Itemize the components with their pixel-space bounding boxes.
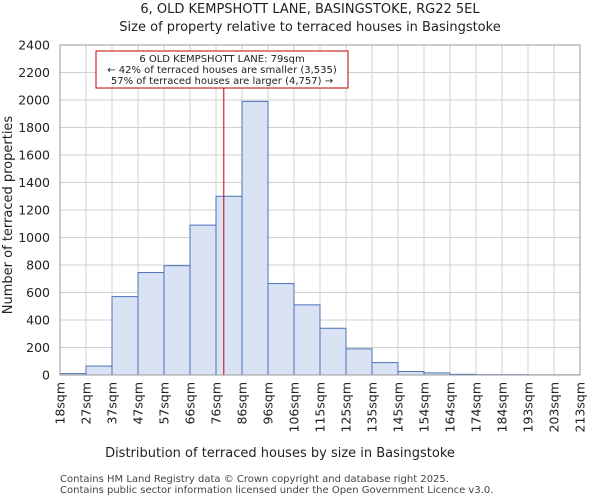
y-tick-label: 2000: [18, 93, 50, 108]
x-tick-label: 76sqm: [209, 382, 224, 425]
x-tick-label: 18sqm: [53, 382, 68, 425]
bars: [59, 100, 581, 376]
y-tick-label: 2200: [18, 65, 50, 80]
x-tick-label: 174sqm: [469, 382, 484, 432]
y-tick-label: 200: [26, 340, 50, 355]
chart-subtitle: Size of property relative to terraced ho…: [119, 20, 500, 35]
y-tick-label: 1600: [18, 148, 50, 163]
annotation-line-1: 6 OLD KEMPSHOTT LANE: 79sqm: [139, 54, 304, 65]
bar: [85, 365, 113, 376]
x-tick-label: 115sqm: [313, 382, 328, 432]
x-tick-label: 106sqm: [287, 382, 302, 432]
bar: [371, 362, 399, 376]
x-tick-label: 37sqm: [105, 382, 120, 425]
x-tick-label: 164sqm: [443, 382, 458, 432]
x-tick-label: 47sqm: [131, 382, 146, 425]
plot-frame: [59, 44, 581, 376]
x-tick-label: 57sqm: [157, 382, 172, 425]
x-tick-label: 213sqm: [573, 382, 588, 432]
y-tick-label: 1000: [18, 230, 50, 245]
y-tick-label: 2400: [18, 38, 50, 53]
annotation-border: [95, 50, 349, 89]
annotation-line-3: 57% of terraced houses are larger (4,757…: [111, 76, 333, 87]
bar: [189, 224, 217, 376]
annotation-box: 6 OLD KEMPSHOTT LANE: 79sqm ← 42% of ter…: [95, 50, 349, 89]
y-tick-label: 600: [26, 285, 50, 300]
x-tick-label: 184sqm: [495, 382, 510, 432]
bar: [345, 348, 373, 376]
x-tick-label: 66sqm: [183, 382, 198, 425]
x-tick-labels: 18sqm 27sqm 37sqm 47sqm 57sqm 66sqm 76sqm 86sqm…: [53, 382, 588, 432]
bar: [137, 272, 165, 376]
footer-line-2: Contains public sector information licen…: [60, 485, 494, 496]
x-axis-label: Distribution of terraced houses by size …: [105, 446, 455, 461]
bar: [241, 100, 269, 376]
annotation-line-2: ← 42% of terraced houses are smaller (3,…: [107, 65, 337, 76]
y-axis-label: Number of terraced properties: [1, 116, 16, 315]
bar: [111, 296, 139, 376]
x-tick-label: 154sqm: [417, 382, 432, 432]
x-tick-label: 27sqm: [79, 382, 94, 425]
x-tick-label: 145sqm: [391, 382, 406, 432]
bar: [397, 371, 425, 376]
bar: [267, 283, 295, 376]
y-tick-labels: 0 200 400 600 800 1000 1200 1400 1600 1800 2000 220…: [18, 38, 50, 383]
y-tick-label: 1200: [18, 203, 50, 218]
y-tick-label: 0: [42, 368, 50, 383]
x-tick-label: 96sqm: [261, 382, 276, 425]
x-tick-label: 203sqm: [547, 382, 562, 432]
x-tick-label: 86sqm: [235, 382, 250, 425]
bar: [163, 265, 191, 376]
y-tick-label: 800: [26, 258, 50, 273]
chart-title: 6, OLD KEMPSHOTT LANE, BASINGSTOKE, RG22…: [140, 2, 480, 17]
y-tick-label: 400: [26, 313, 50, 328]
bar: [215, 195, 243, 376]
x-tick-label: 135sqm: [365, 382, 380, 432]
bar: [293, 304, 321, 376]
y-tick-label: 1400: [18, 175, 50, 190]
bar: [319, 327, 347, 376]
chart: 6, OLD KEMPSHOTT LANE, BASINGSTOKE, RG22…: [1, 2, 588, 461]
x-tick-label: 193sqm: [521, 382, 536, 432]
footer-line-1: Contains HM Land Registry data © Crown c…: [60, 474, 449, 485]
y-tick-label: 1800: [18, 120, 50, 135]
x-tick-label: 125sqm: [339, 382, 354, 432]
